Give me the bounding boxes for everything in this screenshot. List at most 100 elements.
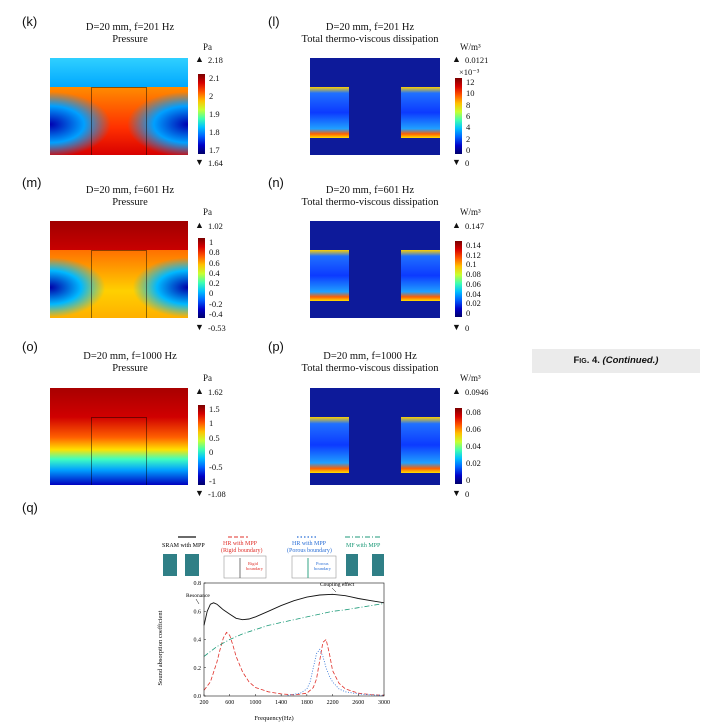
legend-rigid-note2: boundary bbox=[246, 566, 264, 571]
colorbar-o bbox=[198, 405, 205, 485]
x-tick-label: 1000 bbox=[249, 700, 261, 706]
colorbar-p bbox=[455, 408, 462, 484]
field-top-region-n bbox=[310, 221, 440, 251]
colorbar-tick-m-2: 0.6 bbox=[209, 257, 220, 268]
panel-title-l: D=20 mm, f=201 Hz bbox=[325, 22, 415, 33]
x-tick-label: 2600 bbox=[352, 700, 364, 706]
field-top-region-o bbox=[50, 388, 188, 418]
annotation-coupling: Coupling effect bbox=[320, 581, 355, 588]
colorbar-unit-k: Pa bbox=[203, 42, 212, 52]
mf-block-left bbox=[346, 554, 358, 576]
colorbar-tick-m-5: 0 bbox=[209, 288, 214, 299]
colorbar-min-m: ▼ bbox=[195, 322, 204, 332]
colorbar-max-l: ▲ bbox=[452, 54, 461, 64]
panel-subtitle-k: Pressure bbox=[112, 34, 148, 45]
y-tick-label: 0.0 bbox=[194, 694, 202, 700]
field-plot-o bbox=[50, 388, 188, 485]
colorbar-k bbox=[198, 74, 205, 154]
annotation-resonance: Resonance bbox=[186, 593, 210, 599]
x-tick-label: 1400 bbox=[275, 700, 287, 706]
colorbar-tick-l-6: 0 bbox=[466, 145, 471, 155]
field-top-region-l bbox=[310, 58, 440, 88]
y-tick-label: 0.8 bbox=[194, 581, 202, 587]
colorbar-tick-k-2: 1.9 bbox=[209, 109, 220, 119]
field-top-region-m bbox=[50, 221, 188, 251]
colorbar-max-value-p: 0.0946 bbox=[465, 387, 489, 397]
legend-hr-rigid-label1: HR with MPP bbox=[223, 541, 258, 547]
colorbar-min-value-m: -0.53 bbox=[208, 323, 226, 333]
colorbar-tick-l-5: 2 bbox=[466, 133, 471, 144]
absorption-chart: 200 600 1000 1400 1800 2200 2600 3000 0.0 0.2 0.4 0… bbox=[157, 581, 390, 722]
sram-block-left bbox=[163, 554, 177, 576]
colorbar-min-value-o: -1.08 bbox=[208, 489, 226, 499]
field-plot-n bbox=[310, 221, 440, 318]
colorbar-tick-l-3: 6 bbox=[466, 111, 471, 121]
panel-title-m: D=20 mm, f=601 Hz bbox=[85, 185, 175, 196]
chart-frame bbox=[203, 582, 385, 697]
colorbar-n bbox=[455, 241, 462, 317]
panel-label-n: (n) bbox=[268, 175, 284, 190]
mf-block-right bbox=[372, 554, 384, 576]
panel-label-m: (m) bbox=[22, 175, 42, 190]
annotation-resonance-arrow bbox=[195, 598, 200, 605]
colorbar-min-l: ▼ bbox=[452, 157, 461, 167]
colorbar-min-k: ▼ bbox=[195, 157, 204, 167]
y-tick-label: 0.2 bbox=[194, 666, 202, 672]
series-line-3 bbox=[203, 603, 385, 657]
colorbar-tick-m-6: -0.2 bbox=[209, 298, 223, 309]
colorbar-unit-m: Pa bbox=[203, 207, 212, 217]
panel-title-n: D=20 mm, f=601 Hz bbox=[325, 185, 415, 196]
x-tick-label: 1800 bbox=[301, 700, 313, 706]
colorbar-tick-n-6: 0.02 bbox=[466, 298, 481, 309]
field-plot-k bbox=[50, 58, 188, 155]
colorbar-unit-l: W/m³ bbox=[460, 42, 481, 52]
colorbar-max-n: ▲ bbox=[452, 220, 461, 230]
colorbar-tick-p-4: 0 bbox=[466, 475, 471, 485]
field-cavity-right-p bbox=[401, 417, 440, 474]
colorbar-tick-k-0: 2.1 bbox=[209, 73, 220, 83]
series-line-0 bbox=[203, 593, 385, 626]
colorbar-max-value-o: 1.62 bbox=[208, 387, 223, 397]
x-tick-label: 200 bbox=[200, 700, 209, 706]
sram-block-right bbox=[185, 554, 199, 576]
y-axis-label: Sound absorption coefficient bbox=[157, 610, 164, 685]
colorbar-tick-n-1: 0.12 bbox=[466, 249, 481, 260]
colorbar-min-value-p: 0 bbox=[465, 489, 470, 499]
field-lower-region-m bbox=[50, 250, 188, 318]
legend-hr-porous-label1: HR with MPP bbox=[292, 541, 327, 547]
legend-hr-rigid-label2: (Rigid boundary) bbox=[221, 547, 263, 554]
field-plot-p bbox=[310, 388, 440, 485]
field-cavity-right-n bbox=[401, 250, 440, 301]
x-axis-label: Frequency(Hz) bbox=[254, 715, 293, 722]
colorbar-max-p: ▲ bbox=[452, 386, 461, 396]
field-top-region-p bbox=[310, 388, 440, 418]
colorbar-tick-p-2: 0.04 bbox=[466, 441, 481, 451]
panel-title-o: D=20 mm, f=1000 Hz bbox=[83, 351, 177, 362]
colorbar-max-k: ▲ bbox=[195, 54, 204, 64]
field-plot-l bbox=[310, 58, 440, 155]
legend-hr-porous-label2: (Porous boundary) bbox=[287, 547, 332, 554]
colorbar-m bbox=[198, 238, 205, 318]
colorbar-tick-l-2: 8 bbox=[466, 99, 471, 110]
field-neck-outline-m bbox=[91, 250, 147, 318]
colorbar-tick-m-1: 0.8 bbox=[209, 247, 220, 258]
colorbar-tick-o-3: 0 bbox=[209, 447, 214, 458]
x-tick-label: 3000 bbox=[378, 700, 390, 706]
colorbar-max-value-n: 0.147 bbox=[465, 221, 485, 231]
colorbar-tick-n-0: 0.14 bbox=[466, 240, 481, 250]
field-lower-region-k bbox=[50, 87, 188, 155]
panel-label-o: (o) bbox=[22, 339, 38, 354]
colorbar-max-value-l: 0.0121 bbox=[465, 55, 489, 65]
colorbar-max-value-m: 1.02 bbox=[208, 221, 223, 231]
legend-porous-note2: boundary bbox=[314, 566, 332, 571]
panel-subtitle-m: Pressure bbox=[112, 197, 148, 208]
field-cavity-left-n bbox=[310, 250, 349, 301]
colorbar-tick-o-0: 1.5 bbox=[209, 404, 220, 414]
panel-subtitle-p: Total thermo-viscous dissipation bbox=[301, 363, 439, 374]
hr-rigid-outline bbox=[223, 555, 267, 579]
colorbar-tick-n-3: 0.08 bbox=[466, 269, 481, 280]
panel-subtitle-o: Pressure bbox=[112, 363, 148, 374]
panel-title-k: D=20 mm, f=201 Hz bbox=[85, 22, 175, 33]
field-top-region-k bbox=[50, 58, 188, 88]
colorbar-exponent-l: ×10⁻³ bbox=[459, 67, 480, 77]
